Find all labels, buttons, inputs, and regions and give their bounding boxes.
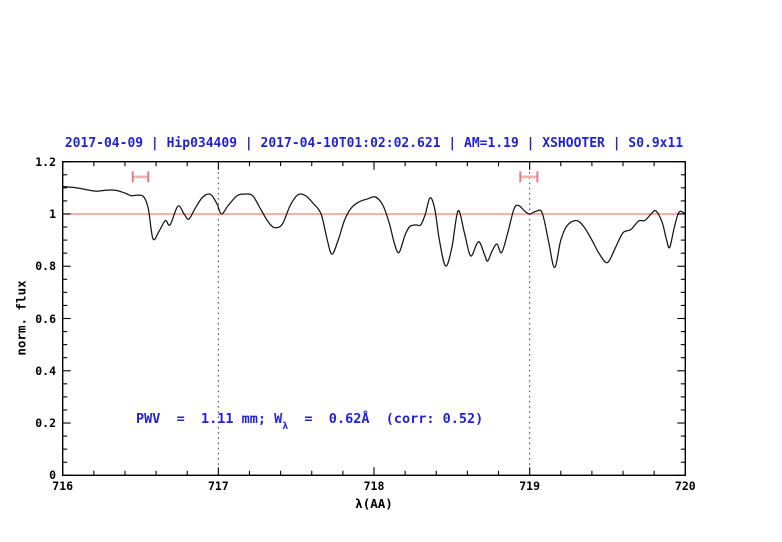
y-tick-label-0: 0: [49, 468, 56, 483]
x-tick-label-718: 718: [363, 479, 385, 493]
x-tick-label-717: 717: [207, 479, 229, 493]
y-tick-label-0.8: 0.8: [35, 259, 56, 274]
range-marker-1: [131, 171, 150, 183]
x-tick-label-720: 720: [674, 479, 696, 493]
x-tick-label-719: 719: [519, 479, 541, 493]
x-axis-label: λ(AA): [355, 496, 393, 511]
y-tick-label-0.4: 0.4: [35, 363, 56, 378]
y-tick-label-0.2: 0.2: [35, 416, 56, 431]
annotation-lambda-subscript: λ: [282, 420, 289, 432]
plot-area: PWV = 1.11 mm; Wλ = 0.62Å (corr: 0.52): [62, 161, 686, 476]
spectrum-curve: [62, 185, 686, 269]
plot-title: 2017-04-09 | Hip034409 | 2017-04-10T01:0…: [64, 136, 684, 151]
annotation-text-pre: PWV = 1.11 mm; W: [136, 411, 283, 427]
y-tick-label-1.2: 1.2: [35, 154, 56, 169]
y-tick-label-1: 1: [49, 206, 56, 221]
spectrum-plot: [62, 161, 686, 476]
range-marker-2: [519, 171, 539, 183]
plot-frame: [62, 161, 686, 476]
y-tick-label-0.6: 0.6: [35, 311, 56, 326]
annotation-text-post: = 0.62Å (corr: 0.52): [288, 411, 484, 427]
pwv-annotation: PWV = 1.11 mm; Wλ = 0.62Å (corr: 0.52): [136, 411, 483, 433]
x-tick-label-716: 716: [52, 479, 74, 493]
